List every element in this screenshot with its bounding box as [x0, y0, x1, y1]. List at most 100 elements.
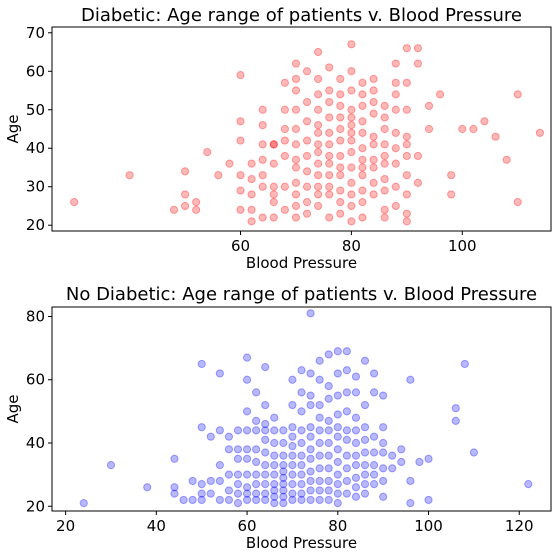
scatter-point — [351, 426, 361, 435]
scatter-point — [391, 90, 400, 99]
scatter-point — [297, 426, 306, 435]
scatter-point — [279, 498, 288, 508]
scatter-point — [206, 476, 215, 486]
scatter-point — [360, 480, 370, 489]
scatter-point — [369, 178, 378, 187]
scatter-point — [215, 369, 224, 378]
scatter-point — [315, 476, 324, 486]
scatter-point — [333, 480, 342, 489]
scatter-point — [480, 117, 489, 126]
scatter-point — [351, 372, 361, 381]
scatter-point — [325, 113, 334, 122]
scatter-point — [206, 489, 215, 498]
scatter-point — [258, 213, 267, 222]
scatter-point — [258, 105, 267, 114]
scatter-point — [233, 426, 243, 435]
scatter-point — [314, 182, 323, 191]
scatter-point — [269, 182, 278, 191]
scatter-point — [291, 213, 301, 222]
scatter-point — [288, 489, 297, 498]
scatter-point — [314, 128, 323, 137]
scatter-point — [369, 74, 378, 84]
scatter-point — [325, 86, 334, 95]
scatter-point — [197, 423, 206, 432]
scatter-point — [247, 217, 256, 226]
scatter-point — [242, 445, 252, 454]
scatter-point — [291, 178, 301, 187]
scatter-point — [224, 432, 234, 441]
scatter-point — [288, 375, 297, 384]
scatter-points — [70, 40, 545, 226]
x-tick-label: 100 — [414, 517, 443, 535]
scatter-point — [291, 190, 301, 199]
scatter-point — [258, 155, 267, 164]
scatter-point — [336, 136, 345, 145]
scatter-point — [170, 454, 179, 463]
scatter-point — [315, 495, 324, 505]
scatter-point — [236, 205, 245, 214]
scatter-point — [247, 159, 256, 168]
scatter-point — [325, 213, 334, 222]
scatter-point — [369, 97, 378, 107]
scatter-point — [333, 470, 342, 479]
scatter-point — [336, 113, 345, 122]
scatter-point — [347, 128, 356, 137]
scatter-point — [333, 445, 342, 454]
scatter-point — [369, 163, 378, 172]
scatter-point — [270, 461, 279, 470]
scatter-point — [269, 198, 278, 207]
scatter-point — [224, 470, 234, 479]
scatter-point — [325, 190, 334, 199]
scatter-point — [270, 498, 279, 508]
scatter-point — [336, 151, 345, 161]
x-tick-label: 120 — [505, 517, 534, 535]
scatter-point — [391, 144, 400, 153]
y-tick-label: 70 — [26, 24, 45, 42]
scatter-point — [143, 483, 152, 492]
scatter-point — [279, 486, 288, 495]
plot-frame — [51, 26, 552, 232]
scatter-point — [333, 347, 342, 356]
scatter-point — [247, 190, 256, 199]
scatter-point — [380, 213, 389, 222]
scatter-point — [180, 167, 190, 176]
scatter-point — [333, 369, 342, 378]
scatter-point — [270, 451, 279, 460]
scatter-point — [325, 97, 334, 107]
scatter-point — [324, 426, 333, 435]
scatter-point — [215, 495, 224, 505]
scatter-point — [306, 495, 315, 505]
scatter-point — [336, 124, 345, 134]
scatter-point — [535, 128, 545, 137]
scatter-point — [333, 410, 342, 419]
scatter-point — [325, 182, 334, 191]
scatter-point — [324, 350, 333, 359]
scatter-point — [333, 489, 342, 498]
scatter-point — [460, 359, 469, 369]
scatter-point — [315, 438, 324, 448]
y-tick-label: 40 — [26, 139, 45, 157]
scatter-point — [358, 144, 367, 153]
scatter-point — [206, 432, 215, 441]
scatter-point — [342, 347, 351, 356]
scatter-point — [391, 201, 400, 211]
scatter-point — [269, 140, 278, 149]
x-tick-label: 60 — [238, 517, 257, 535]
scatter-point — [351, 413, 361, 422]
scatter-point — [306, 423, 315, 432]
scatter-point — [280, 78, 289, 87]
scatter-point — [242, 407, 252, 416]
scatter-point — [347, 178, 356, 187]
scatter-point — [297, 470, 306, 479]
scatter-point — [215, 461, 224, 470]
scatter-point — [391, 59, 400, 68]
scatter-point — [279, 473, 288, 482]
scatter-point — [236, 117, 245, 126]
scatter-point — [324, 416, 333, 425]
scatter-point — [306, 445, 315, 454]
scatter-point — [288, 442, 297, 451]
scatter-point — [369, 432, 379, 441]
scatter-point — [347, 201, 356, 211]
scatter-point — [369, 448, 379, 457]
